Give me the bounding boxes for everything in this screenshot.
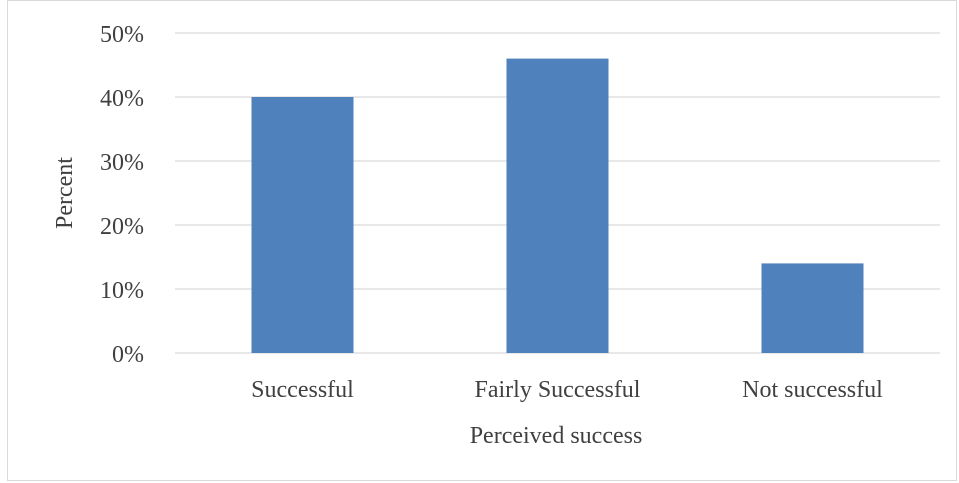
bar-fairly-successful — [506, 58, 609, 353]
x-tick-label: Not successful — [742, 377, 883, 403]
y-tick-label: 20% — [100, 214, 144, 240]
x-tick-label: Fairly Successful — [475, 377, 641, 403]
y-axis-tick-labels: 0% 10% 20% 30% 40% 50% — [100, 22, 144, 368]
bars — [251, 58, 864, 353]
y-tick-label: 0% — [112, 342, 144, 368]
x-tick-label: Successful — [251, 377, 354, 403]
y-tick-label: 10% — [100, 278, 144, 304]
x-axis-title: Perceived success — [470, 423, 643, 449]
bar-not-successful — [761, 263, 864, 353]
y-tick-label: 30% — [100, 150, 144, 176]
bar-successful — [251, 97, 354, 353]
y-tick-label: 50% — [100, 22, 144, 48]
x-axis-tick-labels: Successful Fairly Successful Not successfu… — [251, 377, 883, 403]
y-axis-title: Percent — [52, 157, 78, 229]
chart-frame — [7, 0, 957, 481]
y-tick-label: 40% — [100, 86, 144, 112]
